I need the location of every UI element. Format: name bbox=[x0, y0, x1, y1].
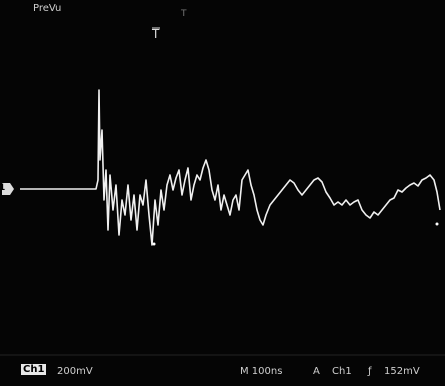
timebase: M 100ns bbox=[240, 366, 282, 377]
trace-dot bbox=[436, 223, 439, 226]
channel-marker-label: 1 bbox=[0, 183, 5, 193]
waveform-trace bbox=[20, 90, 440, 245]
channel-badge: Ch1 bbox=[21, 364, 46, 375]
waveform-display: T T bbox=[0, 0, 445, 386]
trigger-slope: ƒ bbox=[368, 366, 372, 377]
trigger-marker-faint: T bbox=[180, 9, 187, 19]
trigger-level: 152mV bbox=[384, 366, 420, 377]
trigger-source: Ch1 bbox=[332, 366, 352, 377]
scope-screen: T T PreVu 1 Ch1 200mV M 100ns A Ch1 ƒ 15… bbox=[0, 0, 445, 386]
vertical-scale: 200mV bbox=[57, 366, 93, 377]
trigger-marker: T bbox=[151, 27, 160, 41]
trace-dot bbox=[153, 243, 156, 246]
mode-label: PreVu bbox=[33, 3, 61, 14]
trigger-mode: A bbox=[313, 366, 320, 377]
